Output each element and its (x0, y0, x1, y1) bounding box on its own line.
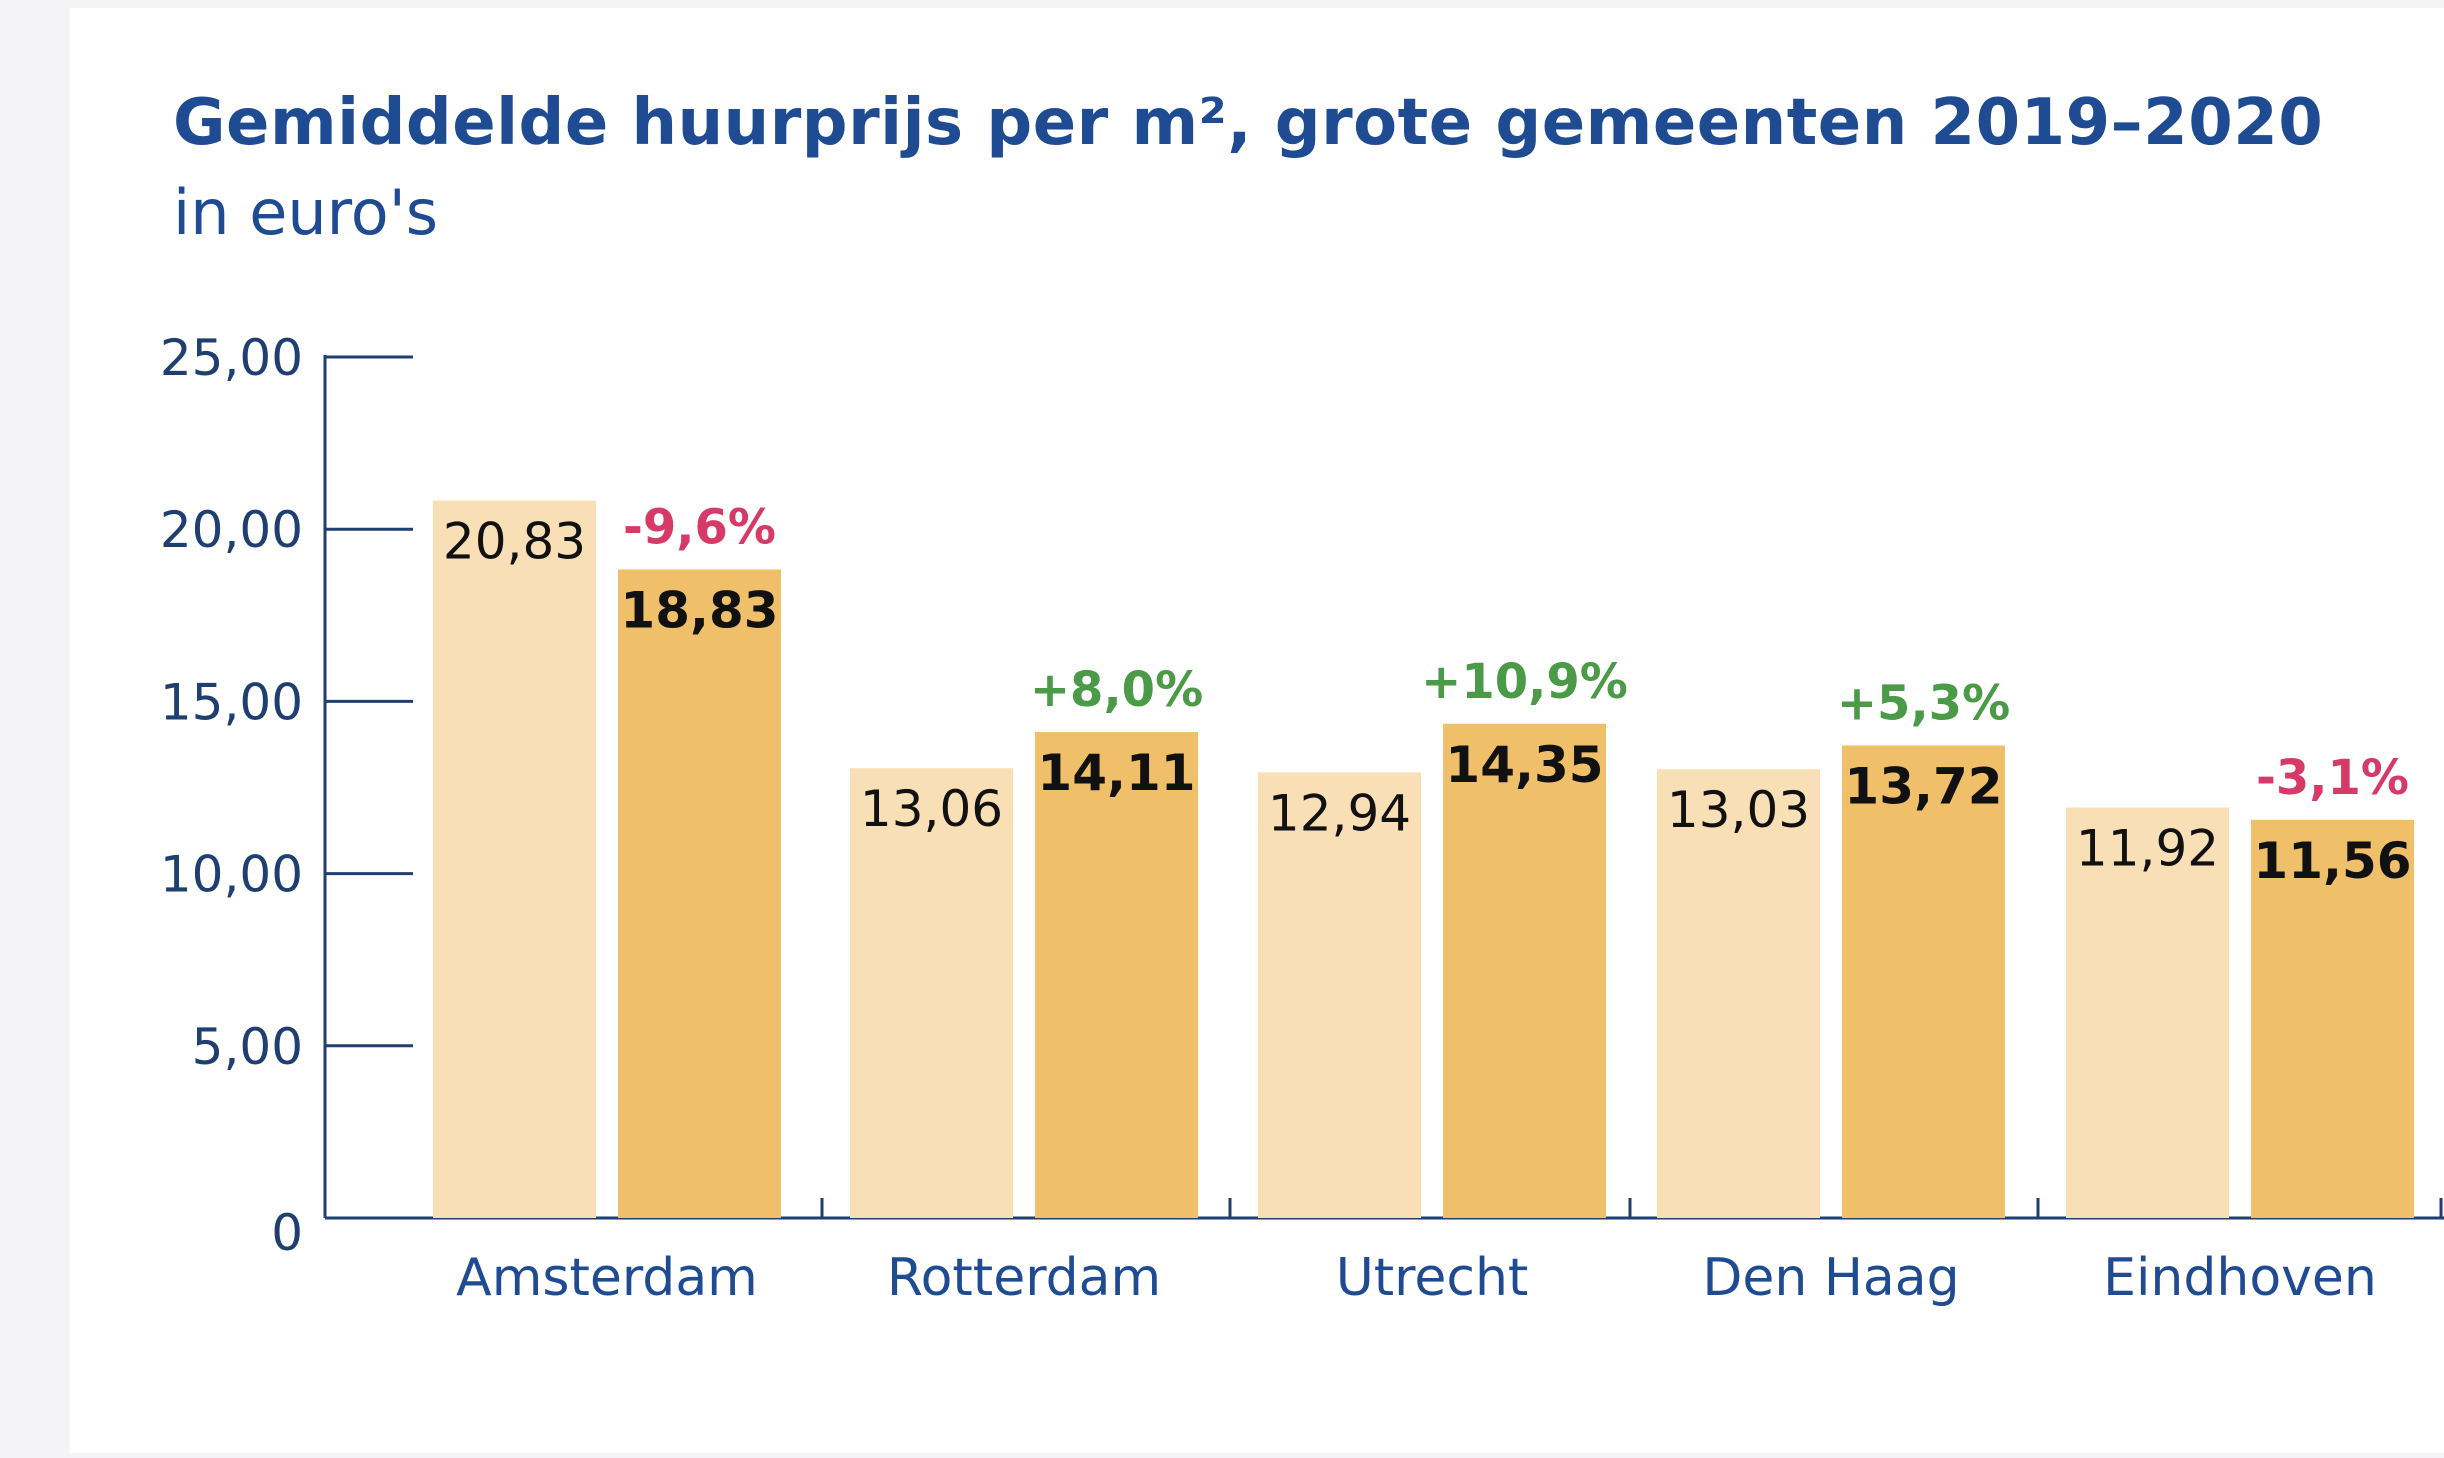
value-label-2020: 14,35 (1445, 736, 1603, 794)
bars (433, 500, 2414, 1218)
value-label-2020: 14,11 (1037, 744, 1195, 802)
bar-2020 (2251, 819, 2414, 1218)
bar-2019 (1258, 772, 1421, 1218)
y-tick-label: 10,00 (160, 846, 303, 904)
value-label-2020: 13,72 (1844, 757, 2002, 815)
change-label: -3,1% (2256, 750, 2409, 806)
bar-2020 (1443, 723, 1606, 1218)
category-label: Amsterdam (456, 1248, 758, 1308)
value-label-2019: 13,03 (1667, 781, 1810, 839)
labels: 20,83 18,83 -9,6% Amsterdam 13,06 14,11 +8,0% R… (443, 499, 2412, 1308)
bar-2020 (1842, 745, 2005, 1218)
change-label: +10,9% (1421, 654, 1628, 710)
bar-2020 (618, 569, 781, 1218)
bar-2019 (850, 768, 1013, 1218)
change-label: +5,3% (1837, 675, 2010, 731)
y-tick-label: 20,00 (160, 501, 303, 559)
y-tick-label: 15,00 (160, 673, 303, 731)
bar-2020 (1035, 732, 1198, 1218)
change-label: +8,0% (1030, 662, 1203, 718)
category-label: Rotterdam (887, 1248, 1161, 1308)
y-tick-label: 25,00 (160, 329, 303, 387)
value-label-2020: 11,56 (2253, 832, 2411, 890)
bar-2019 (1657, 769, 1820, 1218)
chart-title: Gemiddelde huurprijs per m², grote gemee… (173, 86, 2324, 160)
chart-subtitle: in euro's (173, 176, 439, 249)
bar-2019 (2066, 807, 2229, 1218)
category-label: Den Haag (1702, 1248, 1959, 1308)
change-label: -9,6% (623, 499, 776, 555)
value-label-2019: 11,92 (2076, 819, 2219, 877)
category-label: Eindhoven (2103, 1248, 2377, 1308)
value-label-2019: 20,83 (443, 513, 586, 571)
value-label-2019: 12,94 (1268, 784, 1411, 842)
bar-2019 (433, 500, 596, 1218)
value-label-2020: 18,83 (620, 581, 778, 639)
value-label-2019: 13,06 (860, 780, 1003, 838)
category-label: Utrecht (1336, 1248, 1529, 1308)
y-tick-label: 5,00 (192, 1018, 303, 1076)
y-tick-label: 0 (271, 1204, 303, 1262)
